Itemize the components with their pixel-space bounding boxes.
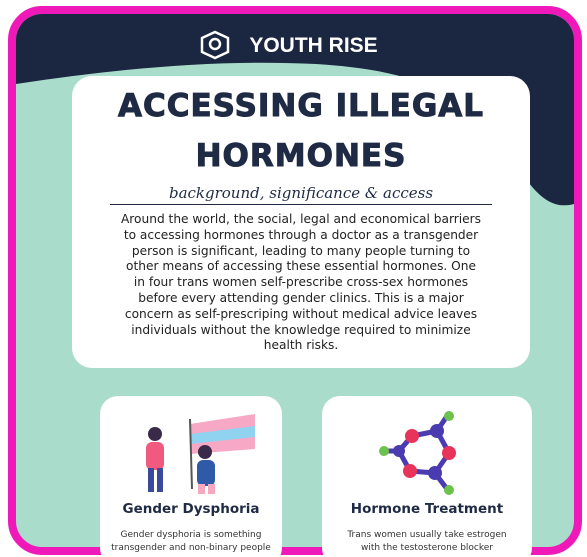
text-line: Trans women usually take estrogen [322,529,532,542]
body-text: Around the world, the social, legal and … [120,212,482,354]
logo-text: YOUTH RISE [0,34,587,58]
illustration [120,404,260,494]
title-line: ACCESSING ILLEGAL [72,88,530,124]
divider [110,204,492,205]
card-text: Trans women usually take estrogen with t… [322,529,532,555]
illustration [377,411,477,496]
title-line: HORMONES [72,138,530,174]
card-title: Gender Dysphoria [100,501,282,517]
text-line: with the testosterone blocker [322,542,532,555]
info-card: Hormone Treatment Trans women usually ta… [322,396,532,557]
text-line: Gender dysphoria is something [100,529,282,542]
main-card: ACCESSING ILLEGAL HORMONES background, s… [72,76,530,368]
card-text: Gender dysphoria is something transgende… [100,529,282,555]
card-title: Hormone Treatment [322,501,532,517]
text-line: transgender and non-binary people [100,542,282,555]
info-card: Gender Dysphoria Gender dysphoria is som… [100,396,282,557]
subtitle: background, significance & access [72,184,530,202]
page: YOUTH RISE ACCESSING ILLEGAL HORMONES ba… [0,0,587,557]
